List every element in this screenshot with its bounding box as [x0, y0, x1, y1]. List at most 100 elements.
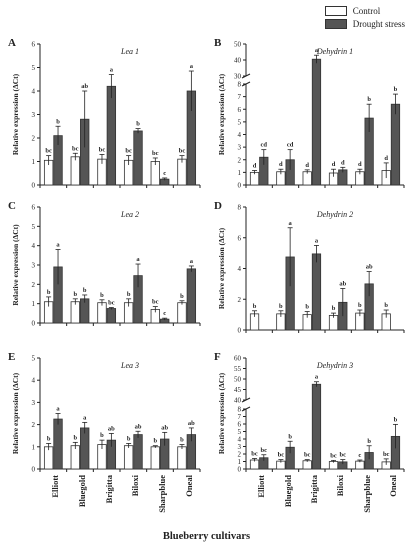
pB-y-tick-label: 40 [234, 57, 242, 65]
pB-significance-letter: cd [261, 142, 268, 149]
pC-bar-control [177, 302, 187, 324]
pC-bar-drought [186, 268, 197, 324]
legend-swatch-control [324, 5, 347, 16]
pE-bar-drought [53, 418, 63, 470]
pB-significance-letter: d [358, 161, 362, 168]
pE-bar-control [177, 446, 187, 470]
pA-y-tick-label: 6 [32, 41, 36, 49]
pA-significance-letter: bc [152, 150, 159, 157]
pC-panel-title: Lea 2 [120, 210, 139, 219]
pF-significance-letter: b [367, 438, 371, 445]
pE-y-tick-label: 1 [32, 443, 36, 451]
pE-significance-letter: b [153, 438, 157, 445]
pF-y-tick-label: 60 [234, 355, 242, 363]
pA-significance-letter: bc [179, 148, 186, 155]
pB-bar-drought [390, 103, 401, 186]
pC-bar-control [70, 301, 80, 324]
pA-significance-letter: ab [81, 83, 88, 90]
pD-y-tick-label: 2 [238, 296, 242, 304]
pF-significance-letter: bc [340, 452, 347, 459]
pD-significance-letter: ab [366, 264, 373, 271]
pD-y-tick-label: 0 [238, 327, 242, 335]
pA-significance-letter: bc [72, 145, 79, 152]
pF-category-label: Bluegold [282, 475, 293, 508]
pE-significance-letter: ab [135, 423, 142, 430]
x-axis-title: Blueberry cultivars [162, 531, 251, 542]
pC-significance-letter: b [47, 289, 51, 296]
pE-category-label: Brigitta [103, 475, 114, 504]
pD-significance-letter: b [332, 305, 336, 312]
pD-bar-drought [311, 253, 322, 331]
pC-bar-control [97, 302, 107, 324]
pF-significance-letter: bc [251, 451, 258, 458]
pB-bar-control [302, 171, 312, 186]
pA-significance-letter: a [190, 63, 194, 70]
pA-panel-letter: A [8, 37, 16, 49]
pB-y-tick-label: 3 [238, 144, 242, 152]
pB-significance-letter: a [315, 47, 319, 54]
pF-category-label: Biloxi [335, 475, 346, 497]
pB-panel-letter: B [214, 37, 222, 49]
pF-significance-letter: bc [278, 452, 285, 459]
pB-significance-letter: b [394, 86, 398, 93]
pE-bar-drought [80, 427, 90, 470]
pC-significance-letter: b [83, 287, 87, 294]
pA-significance-letter: c [163, 170, 166, 177]
pF-y-tick-label: 1 [238, 458, 242, 466]
pC-significance-letter: bc [152, 299, 159, 306]
pE-bar-drought [133, 434, 143, 470]
pE-y-tick-label: 5 [32, 355, 36, 363]
pB-y-tick-label: 1 [238, 169, 242, 177]
pA-y-tick-label: 0 [32, 182, 36, 190]
pE-significance-letter: ab [188, 420, 195, 427]
pC-y-tick-label: 6 [32, 204, 36, 212]
pF-significance-letter: bc [261, 447, 268, 454]
pE-category-label: Bluegold [77, 475, 87, 508]
pF-y-tick-label: 0 [238, 466, 242, 474]
pF-category-label: Elliott [256, 475, 267, 498]
pF-panel-title: Dehydrin 3 [316, 361, 353, 370]
pB-significance-letter: cd [287, 142, 294, 149]
pD-panel-title: Dehydrin 2 [316, 210, 353, 219]
pA-significance-letter: b [136, 121, 140, 128]
pA-bar-control [70, 156, 80, 186]
pA-bar-drought [106, 85, 117, 186]
pE-significance-letter: ab [161, 424, 168, 431]
pE-y-tick-label: 2 [32, 421, 36, 429]
pC-significance-letter: b [180, 293, 184, 300]
pC-significance-letter: a [136, 256, 140, 263]
pE-bar-control [150, 446, 160, 470]
pE-category-label: Elliott [50, 475, 61, 498]
pF-y-tick-label: 2 [238, 451, 242, 459]
pC-y-tick-label: 1 [32, 300, 36, 308]
pB-significance-letter: b [367, 96, 371, 103]
pA-y-tick-label: 3 [32, 111, 36, 119]
pD-significance-letter: a [289, 220, 293, 227]
pE-bar-control [123, 445, 134, 470]
pE-category-label: Oneal [183, 475, 194, 497]
pC-y-tick-label: 3 [32, 262, 36, 270]
pC-significance-letter: b [100, 292, 104, 299]
pE-y-axis-label: Relative expression (ΔCt) [11, 372, 20, 454]
pC-y-tick-label: 4 [32, 242, 36, 250]
pD-y-axis-label: Relative expression (ΔCt) [217, 227, 226, 309]
pE-significance-letter: a [56, 406, 60, 413]
pA-bar-drought [133, 130, 143, 186]
pB-panel-title: Dehydrin 1 [316, 47, 353, 56]
pF-bar-control [355, 460, 365, 470]
pD-significance-letter: b [279, 303, 283, 310]
pB-significance-letter: d [305, 162, 309, 169]
pF-y-tick-label: 7 [238, 413, 242, 421]
pF-category-label: Sharpblue [361, 475, 372, 513]
pC-y-tick-label: 5 [32, 223, 36, 231]
pB-significance-letter: d [279, 161, 283, 168]
pB-y-tick-label: 6 [238, 106, 242, 114]
legend: Control Drought stress [324, 4, 405, 30]
pD-significance-letter: b [305, 304, 309, 311]
pF-significance-letter: b [394, 416, 398, 423]
pA-significance-letter: bc [45, 148, 52, 155]
pA-y-tick-label: 1 [32, 158, 36, 166]
pB-bar-drought [311, 58, 322, 186]
pF-significance-letter: bc [383, 451, 390, 458]
